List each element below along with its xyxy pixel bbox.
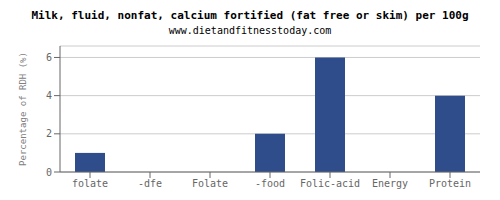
svg-text:-dfe: -dfe	[138, 178, 162, 189]
svg-text:Percentage of RDH (%): Percentage of RDH (%)	[18, 52, 28, 166]
svg-text:0: 0	[46, 167, 52, 178]
svg-text:6: 6	[46, 52, 52, 63]
svg-text:Folic-acid: Folic-acid	[300, 178, 360, 189]
svg-text:-food: -food	[255, 178, 285, 189]
html-text:www.dietandfitnesstoday.com: www.dietandfitnesstoday.com	[168, 25, 332, 36]
svg-text:4: 4	[46, 90, 52, 101]
svg-text:Folate: Folate	[192, 178, 228, 189]
html-text:Milk, fluid, nonfat, calcium f: Milk, fluid, nonfat, calcium fortified (…	[31, 9, 469, 22]
svg-text:2: 2	[46, 128, 52, 139]
svg-text:Energy: Energy	[372, 178, 408, 189]
svg-text:folate: folate	[72, 178, 108, 189]
svg-text:Protein: Protein	[429, 178, 471, 189]
